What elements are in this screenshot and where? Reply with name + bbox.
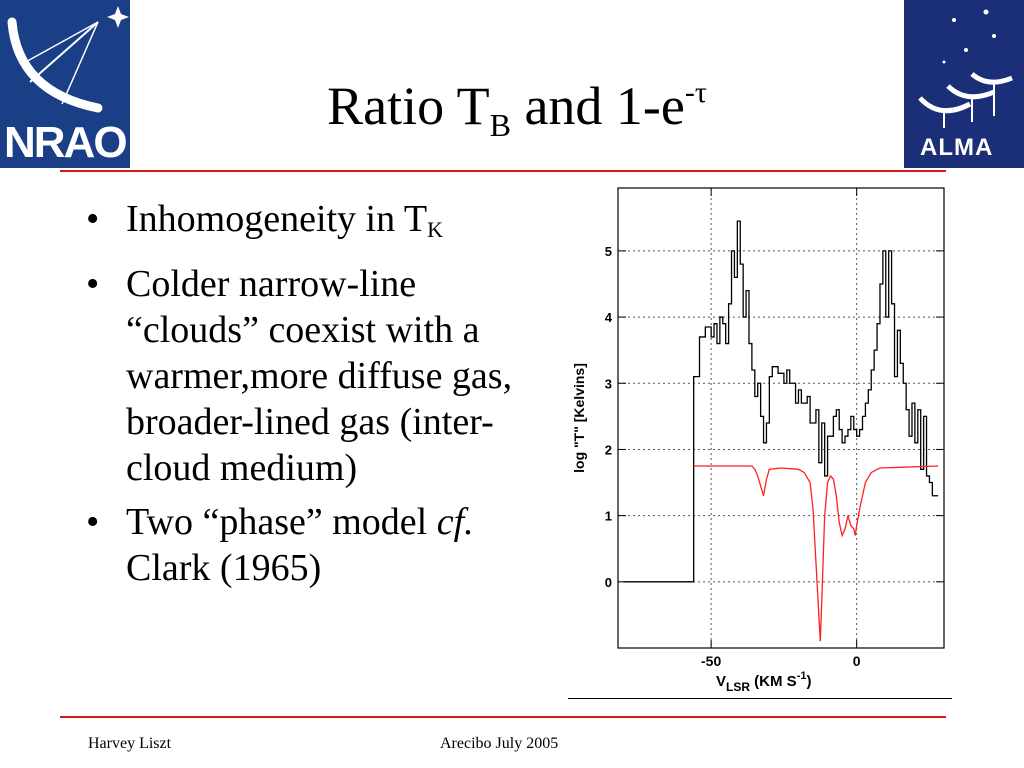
tick-marks (618, 188, 944, 648)
bottom-divider (60, 716, 946, 718)
bullet-text: Two “phase” model (126, 501, 437, 543)
antenna-array-icon (918, 9, 1013, 128)
bullet-list: Inhomogeneity in TK Colder narrow-line “… (84, 196, 524, 599)
y-tick-label: 4 (605, 310, 613, 325)
radio-telescope-icon (7, 6, 129, 113)
y-tick-label: 3 (605, 376, 612, 391)
bullet-text: Inhomogeneity in T (126, 198, 428, 240)
x-axis-label-sub: LSR (726, 680, 750, 694)
bullet-subscript: K (427, 217, 444, 242)
bullet-text-end: Clark (1965) (126, 547, 322, 589)
title-rest: and 1-e (510, 76, 685, 136)
x-axis-label-main: V (716, 673, 726, 690)
footer-event: Arecibo July 2005 (440, 735, 559, 752)
x-axis-label-sup: -1 (797, 670, 807, 682)
tick-labels: -50 0 0 1 2 3 4 5 (605, 244, 861, 669)
y-tick-label: 2 (605, 442, 612, 457)
x-axis-label-close: ) (806, 673, 811, 690)
bullet-item: Two “phase” model cf. Clark (1965) (84, 499, 524, 591)
bullet-italic: cf. (436, 501, 474, 543)
x-axis-label: VLSR (KM S-1) (716, 670, 811, 694)
series-layer (623, 220, 939, 642)
x-axis-label-units: (KM S (750, 673, 797, 690)
alma-logo: ALMA (904, 0, 1024, 168)
opacity-line (693, 465, 939, 642)
y-tick-label: 1 (605, 509, 612, 524)
plot-frame (617, 187, 945, 649)
bullet-text: Colder narrow-line “clouds” coexist with… (126, 263, 513, 489)
x-tick-label: 0 (853, 653, 861, 669)
top-divider (60, 170, 946, 172)
bullet-item: Inhomogeneity in TK (84, 196, 524, 253)
title-subscript: B (489, 107, 511, 143)
title-superscript: -τ (684, 76, 707, 109)
y-tick-label: 0 (605, 575, 612, 590)
x-tick-label: -50 (701, 653, 721, 669)
alma-logo-text: ALMA (920, 134, 994, 161)
slide-title: Ratio TB and 1-e-τ (130, 58, 904, 160)
y-axis-label: log "T" [Kelvins] (571, 363, 587, 473)
nrao-logo-text: NRAO (4, 118, 128, 167)
chart-underline (568, 698, 952, 699)
nrao-logo: NRAO (0, 0, 130, 168)
footer-author: Harvey Liszt (88, 735, 172, 752)
title-main: Ratio T (327, 76, 490, 136)
y-tick-label: 5 (605, 244, 612, 259)
brightness-temperature-line (623, 220, 939, 583)
bullet-item: Colder narrow-line “clouds” coexist with… (84, 261, 524, 491)
